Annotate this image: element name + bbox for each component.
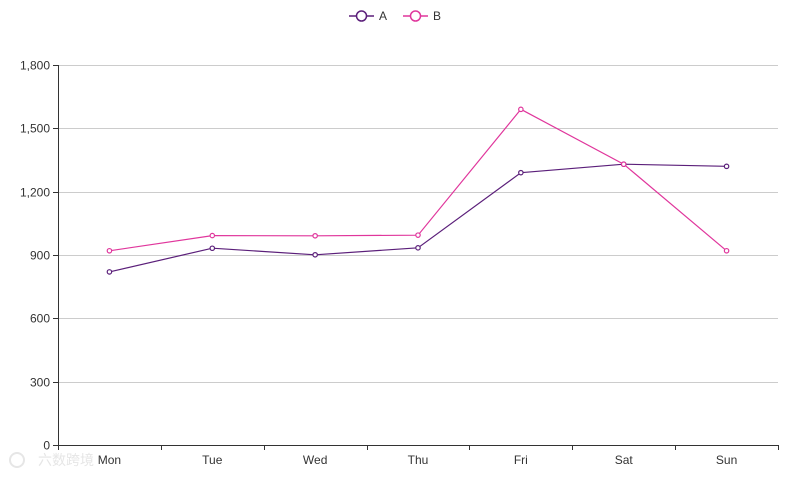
data-point[interactable]: [518, 169, 524, 176]
axis-layer: 0 300 600 900 1,200 1,500 1,800 Mon Tue Wed Thu Fri…: [20, 59, 779, 467]
grid-layer: [58, 65, 778, 383]
y-tick-label: 600: [30, 312, 50, 326]
legend-item-B[interactable]: B: [403, 9, 441, 23]
legend-label: B: [433, 9, 441, 23]
legend-label: A: [379, 9, 387, 23]
data-point[interactable]: [415, 245, 421, 251]
data-point[interactable]: [209, 245, 216, 252]
watermark: 六数跨境: [9, 452, 94, 468]
x-tick-label: Sun: [716, 453, 737, 467]
legend-item-A[interactable]: A: [349, 9, 387, 23]
data-point[interactable]: [723, 247, 730, 254]
x-tick-label: Sat: [615, 453, 634, 467]
data-point[interactable]: [620, 161, 627, 168]
series-A: [106, 161, 730, 275]
x-tick-label: Thu: [408, 453, 429, 467]
watermark-logo-icon: [9, 452, 25, 468]
data-point[interactable]: [106, 269, 113, 275]
x-tick-label: Mon: [98, 453, 121, 467]
data-point[interactable]: [415, 232, 421, 238]
series-layer: [106, 106, 730, 275]
watermark-text: 六数跨境: [38, 452, 94, 468]
y-tick-label: 900: [30, 249, 50, 263]
series-line: [109, 108, 727, 252]
legend-marker-icon: [355, 10, 368, 22]
data-point[interactable]: [518, 106, 524, 113]
y-tick-label: 1,500: [20, 122, 50, 136]
x-tick-label: Wed: [303, 453, 327, 467]
y-tick-label: 0: [43, 439, 50, 453]
y-tick-label: 1,200: [20, 186, 50, 200]
data-point[interactable]: [312, 232, 318, 239]
x-tick-label: Tue: [202, 453, 223, 467]
y-tick-label: 1,800: [20, 59, 50, 73]
series-B: [106, 106, 730, 254]
legend-marker-icon: [409, 10, 422, 22]
data-point[interactable]: [312, 251, 318, 258]
y-tick-label: 300: [30, 376, 50, 390]
data-point[interactable]: [723, 163, 730, 170]
data-point[interactable]: [106, 247, 113, 254]
x-tick-label: Fri: [514, 453, 528, 467]
data-point[interactable]: [209, 232, 216, 239]
